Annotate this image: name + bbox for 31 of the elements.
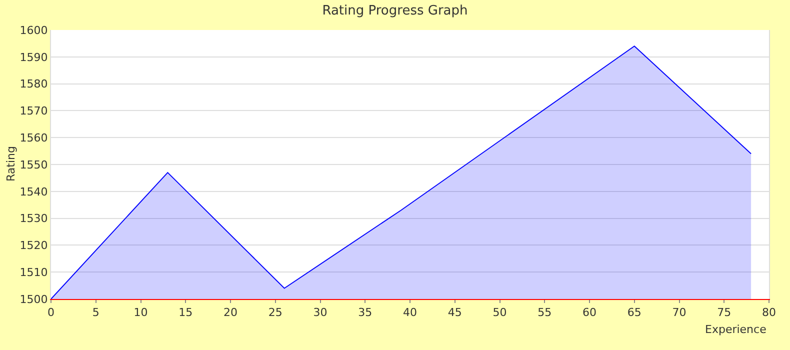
y-tick-label: 1530 [20,212,48,226]
x-tick-label: 60 [582,306,596,320]
x-tick-label: 35 [358,306,372,320]
y-tick-label: 1500 [20,292,48,306]
y-tick-label: 1540 [20,185,48,198]
x-tick-label: 0 [48,306,54,320]
y-tick-label: 1550 [20,158,48,172]
x-tick-label: 30 [313,306,328,320]
x-tick-label: 45 [448,306,462,320]
y-tick-label: 1520 [20,239,48,252]
y-axis-title: Rating [4,146,18,182]
x-tick-label: 80 [762,306,776,320]
y-tick-label: 1590 [20,50,48,64]
x-tick-label: 50 [492,306,507,320]
y-tick-label: 1560 [20,131,48,144]
x-tick-label: 70 [672,306,686,320]
y-tick-label: 1580 [20,78,48,91]
x-tick-label: 75 [717,306,732,320]
x-tick-label: 25 [268,306,282,320]
x-tick-label: 5 [92,306,100,320]
x-axis-title: Experience [705,323,767,336]
x-tick-label: 65 [627,306,642,320]
x-tick-label: 15 [178,306,193,320]
x-tick-label: 55 [538,306,552,320]
y-tick-label: 1570 [20,104,48,118]
x-tick-label: 10 [134,306,148,320]
y-tick-label: 1600 [20,24,48,37]
chart-title: Rating Progress Graph [322,3,468,18]
x-tick-label: 20 [224,306,238,320]
y-tick-label: 1510 [20,266,48,279]
x-tick-label: 40 [403,306,417,320]
